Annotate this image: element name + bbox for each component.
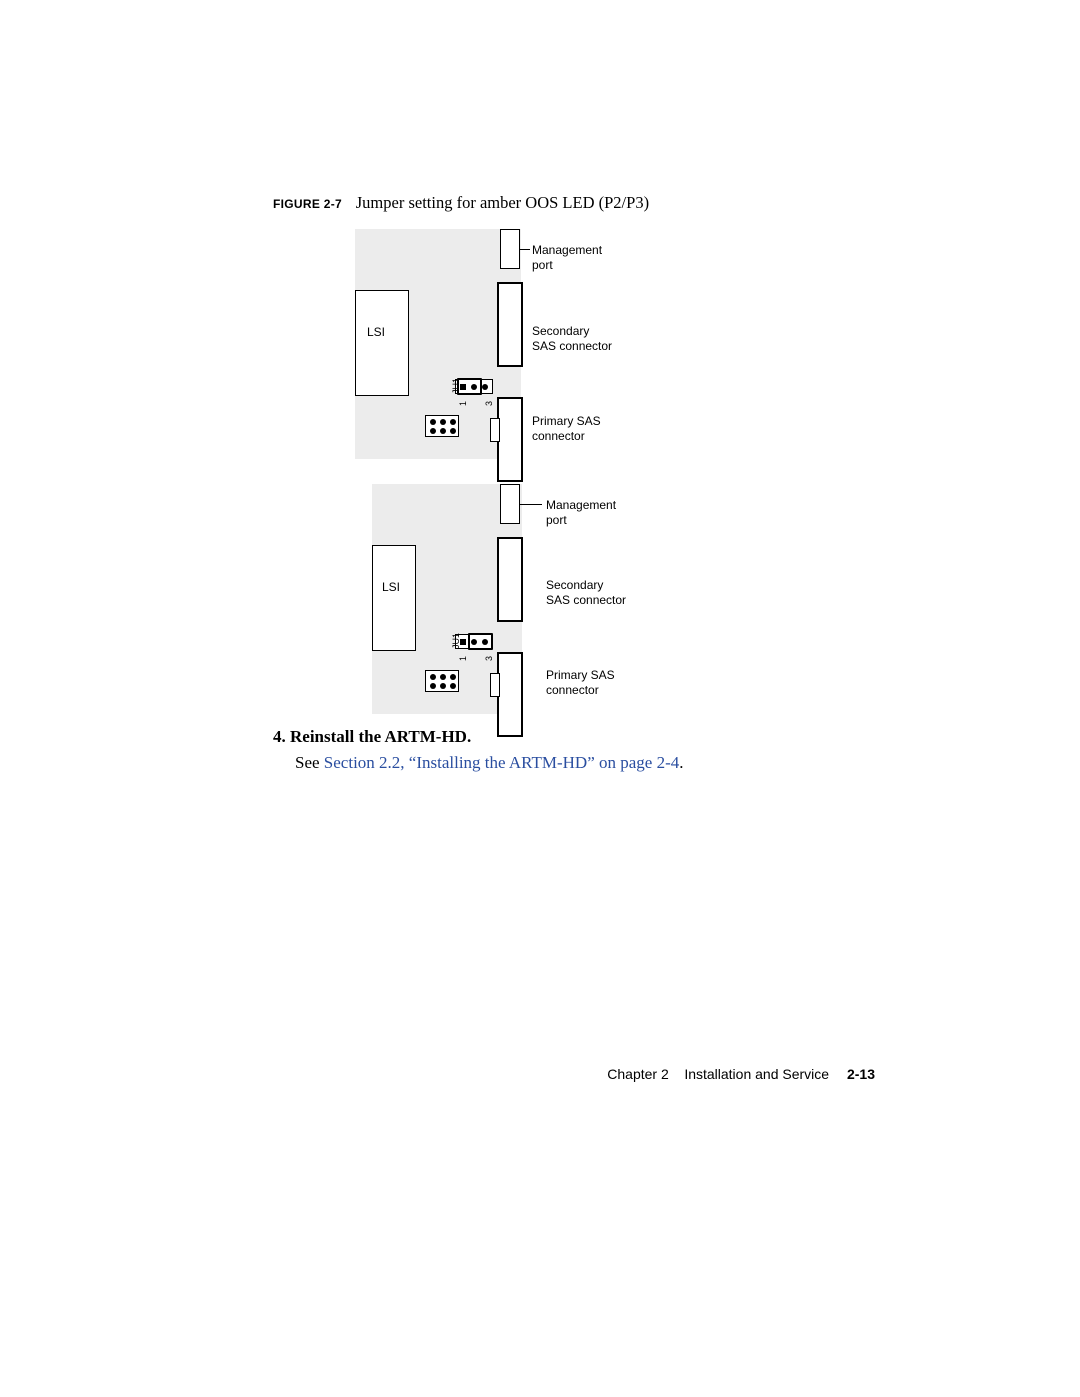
callout-secondary-top: Secondary SAS connector xyxy=(532,324,612,354)
ju1-strap-bottom xyxy=(468,633,493,650)
callout-primary-top: Primary SAS connector xyxy=(532,414,601,444)
ju1-pin3-num-bottom: 3 xyxy=(484,656,494,661)
small-component-top xyxy=(490,418,500,442)
ju1-pin3-top xyxy=(482,384,488,390)
callout-secondary-top-text: Secondary SAS connector xyxy=(532,324,612,353)
pin-dot xyxy=(430,428,436,434)
pin-dot xyxy=(440,674,446,680)
step-4-prefix: See xyxy=(295,753,324,772)
ju1-label-top: JU1 xyxy=(451,378,461,394)
pin-dot xyxy=(450,428,456,434)
callout-management-top-text: Management port xyxy=(532,243,602,272)
lsi-chip-bottom: LSI xyxy=(372,545,416,651)
secondary-sas-top xyxy=(497,282,523,367)
ju1-pin1-num-bottom: 1 xyxy=(458,656,468,661)
pin-dot xyxy=(430,683,436,689)
xref-link[interactable]: Section 2.2, “Installing the ARTM-HD” on… xyxy=(324,753,679,772)
pin-header-6-top xyxy=(425,415,459,437)
callout-management-top: Management port xyxy=(532,243,602,273)
callout-management-bottom: Management port xyxy=(546,498,616,528)
figure-number: FIGURE 2-7 xyxy=(273,197,342,211)
pin-header-6-bottom xyxy=(425,670,459,692)
small-component-bottom xyxy=(490,673,500,697)
footer-chapter: Chapter 2 xyxy=(607,1066,668,1082)
page-footer: Chapter 2 Installation and Service 2-13 xyxy=(0,1066,1080,1082)
callout-primary-bottom: Primary SAS connector xyxy=(546,668,615,698)
step-4-suffix: . xyxy=(679,753,683,772)
lsi-label-top: LSI xyxy=(367,325,385,339)
lsi-label-bottom: LSI xyxy=(382,580,400,594)
secondary-sas-bottom xyxy=(497,537,523,622)
callout-secondary-bottom: Secondary SAS connector xyxy=(546,578,626,608)
management-port-bottom xyxy=(500,484,520,524)
figure-caption-line: FIGURE 2-7 Jumper setting for amber OOS … xyxy=(273,193,649,213)
step-4-body: See Section 2.2, “Installing the ARTM-HD… xyxy=(295,753,684,773)
lead-line-mgmt-bottom xyxy=(520,504,542,505)
callout-primary-bottom-text: Primary SAS connector xyxy=(546,668,615,697)
callout-secondary-bottom-text: Secondary SAS connector xyxy=(546,578,626,607)
step-4-heading: 4. Reinstall the ARTM-HD. xyxy=(273,727,471,747)
pin-dot xyxy=(440,419,446,425)
primary-sas-top xyxy=(497,397,523,482)
pin-dot xyxy=(440,428,446,434)
callout-management-bottom-text: Management port xyxy=(546,498,616,527)
pin-dot xyxy=(440,683,446,689)
lsi-chip-top: LSI xyxy=(355,290,409,396)
footer-title: Installation and Service xyxy=(684,1066,829,1082)
management-port-top xyxy=(500,229,520,269)
callout-primary-top-text: Primary SAS connector xyxy=(532,414,601,443)
figure-caption: Jumper setting for amber OOS LED (P2/P3) xyxy=(356,193,649,212)
pin-dot xyxy=(450,419,456,425)
lead-line-mgmt-top xyxy=(520,249,530,250)
ju1-label-bottom: JU1 xyxy=(451,633,461,649)
footer-page-number: 2-13 xyxy=(847,1066,875,1082)
pin-dot xyxy=(430,419,436,425)
ju1-pin3-num-top: 3 xyxy=(484,401,494,406)
primary-sas-bottom xyxy=(497,652,523,737)
pin-dot xyxy=(430,674,436,680)
pin-dot xyxy=(450,683,456,689)
pin-dot xyxy=(450,674,456,680)
page: FIGURE 2-7 Jumper setting for amber OOS … xyxy=(0,0,1080,1397)
ju1-pin1-num-top: 1 xyxy=(458,401,468,406)
